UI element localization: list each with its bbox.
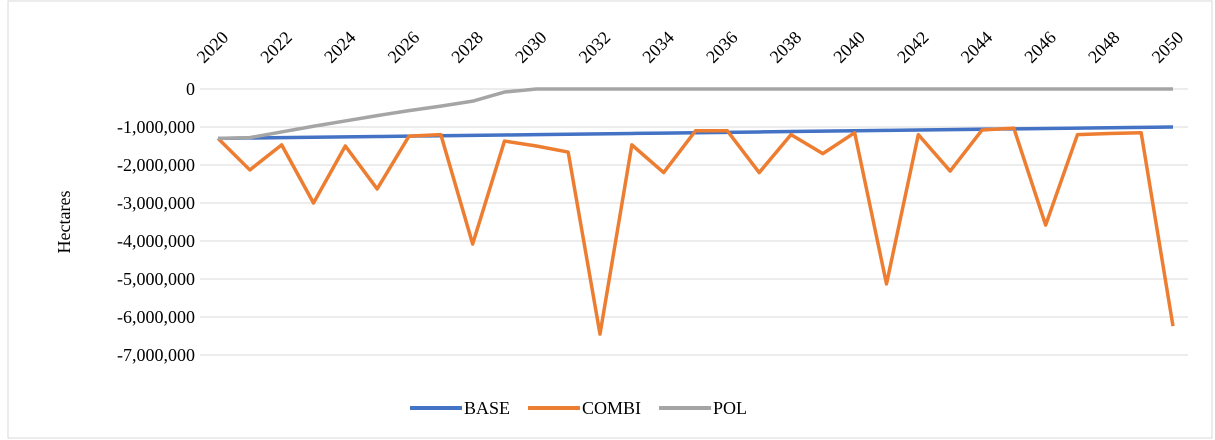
series-line [217, 87, 1173, 141]
legend-label: COMBI [582, 398, 641, 418]
y-tick-label: -2,000,000 [117, 155, 195, 175]
legend-label: POL [713, 398, 747, 418]
chart-border [7, 0, 1213, 439]
y-tick-label: -6,000,000 [117, 307, 195, 327]
y-tick-label: -1,000,000 [117, 117, 195, 137]
y-tick-label: 0 [186, 79, 195, 99]
series-line [216, 126, 1175, 336]
y-tick-label: -7,000,000 [117, 345, 195, 365]
y-tick-label: -3,000,000 [117, 193, 195, 213]
y-tick-label: -5,000,000 [117, 269, 195, 289]
y-tick-label: -4,000,000 [117, 231, 195, 251]
y-axis-label: Hectares [54, 191, 74, 254]
legend-label: BASE [464, 398, 510, 418]
